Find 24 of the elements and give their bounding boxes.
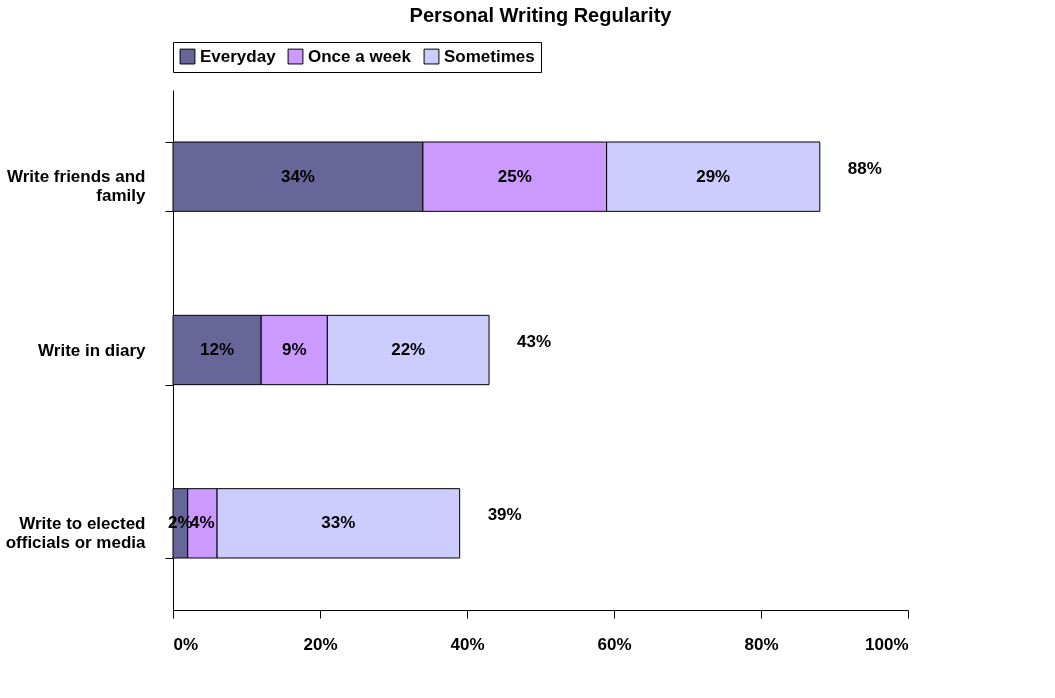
data-label: 4% [190, 513, 215, 533]
data-label: 22% [391, 340, 426, 359]
total-label: 88% [847, 158, 882, 178]
chart-title: Personal Writing Regularity [409, 3, 673, 26]
legend-label: Sometimes [444, 46, 535, 66]
data-label: 29% [696, 166, 731, 186]
x-tick-label: 80% [744, 634, 779, 654]
data-label: 12% [200, 340, 235, 359]
data-label: 34% [280, 166, 315, 186]
data-label: 33% [321, 513, 356, 533]
y-tick-label: Write to elected officials or media [5, 513, 147, 552]
data-label: 9% [281, 340, 307, 359]
x-tick-label: 60% [597, 634, 632, 654]
data-label: 25% [497, 166, 532, 186]
legend-label: Everyday [200, 46, 277, 66]
x-tick-label: 0% [173, 634, 199, 654]
total-label: 39% [487, 505, 522, 525]
x-tick-label: 100% [865, 634, 909, 654]
total-label: 43% [517, 332, 552, 351]
x-tick-label: 20% [303, 634, 338, 654]
y-tick-label: Write friends and family [6, 167, 147, 206]
y-tick-label: Write in diary [38, 340, 147, 360]
x-tick-label: 40% [450, 634, 485, 654]
legend-label: Once a week [308, 46, 412, 66]
